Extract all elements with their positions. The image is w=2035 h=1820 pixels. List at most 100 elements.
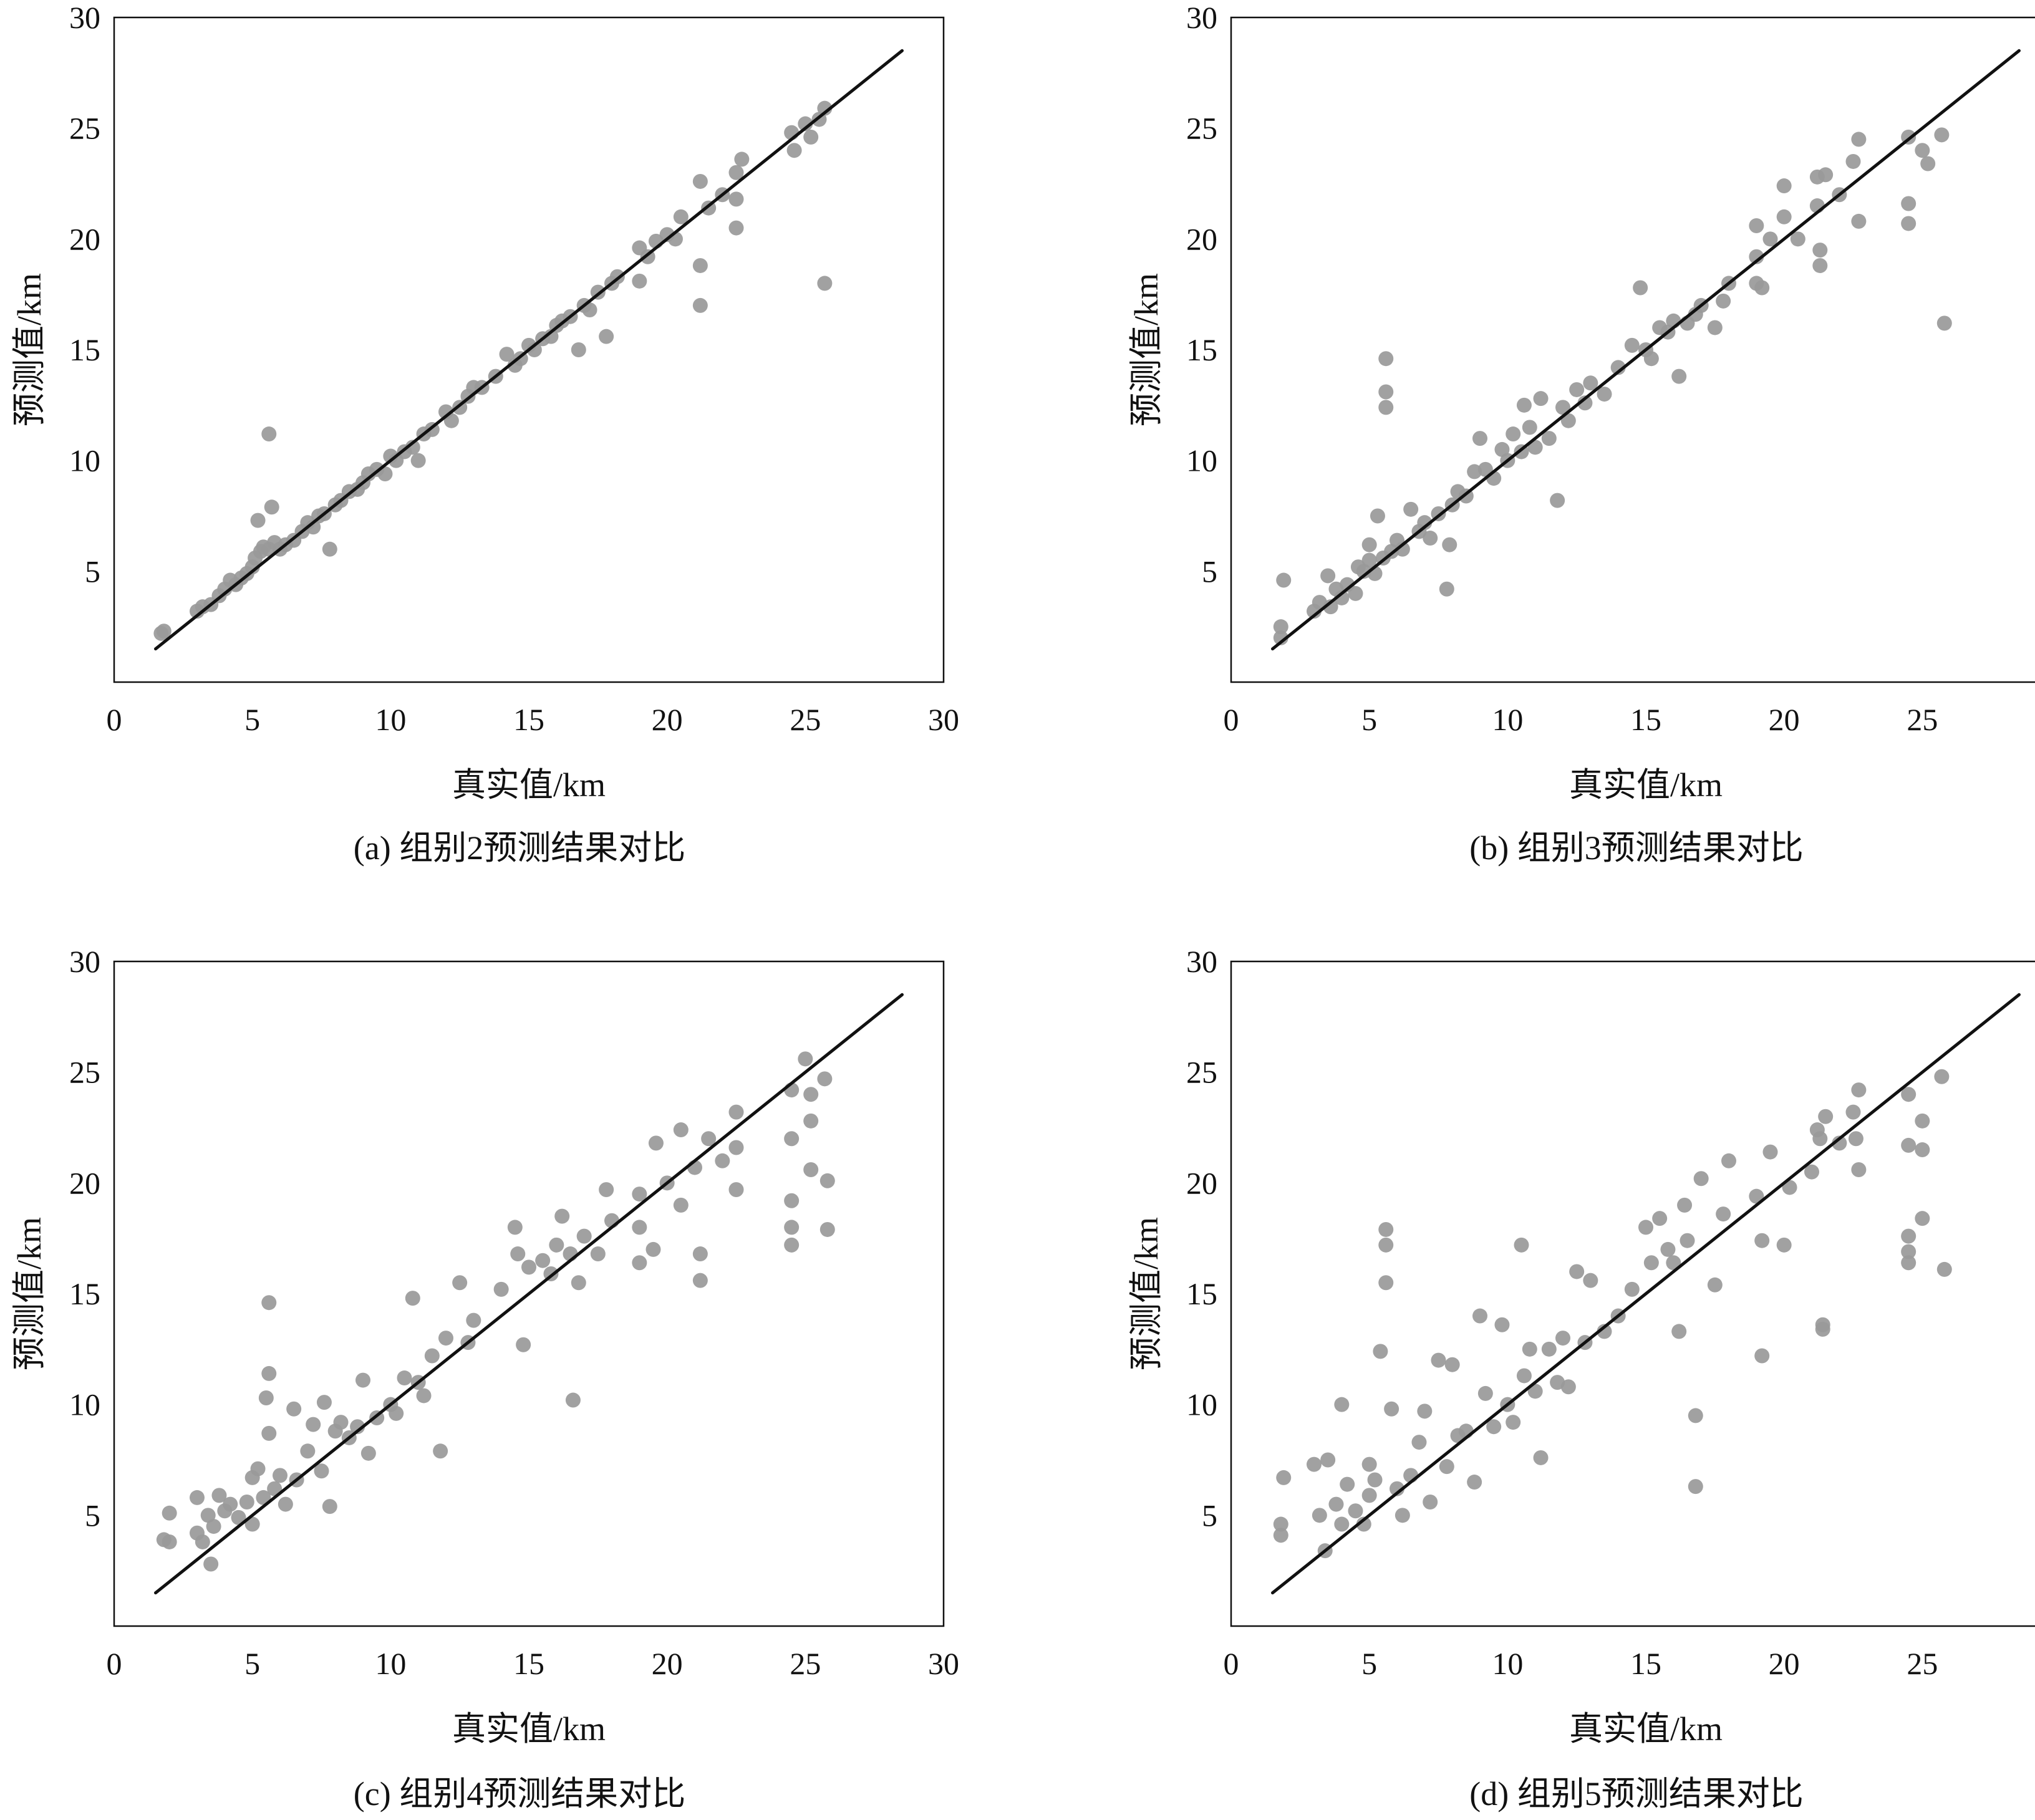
data-point [256,1490,271,1505]
x-tick-label: 10 [1492,702,1523,737]
plot-frame [113,960,945,1627]
x-axis-label: 真实值/km [1569,1710,1723,1748]
data-point [322,541,337,557]
data-point [1273,1516,1288,1532]
data-point [1901,1244,1917,1259]
data-point [1323,599,1338,615]
data-point [1516,397,1532,413]
data-point [549,1237,564,1253]
data-point [410,453,426,468]
data-point [1749,218,1764,234]
data-point [692,173,708,189]
data-point [1378,400,1394,415]
y-tick-label: 30 [69,0,100,35]
y-tick-label: 5 [1202,554,1217,589]
data-point [278,1496,293,1512]
data-point [728,191,744,207]
data-point [1541,1341,1557,1357]
data-point [590,1246,606,1262]
data-point [1666,1255,1681,1271]
data-point [493,1281,509,1297]
y-tick-label: 20 [1186,1165,1217,1200]
data-point [1533,391,1549,407]
data-point [1514,1237,1529,1253]
data-point [261,1295,277,1311]
data-point [1467,1475,1482,1490]
data-point [1901,216,1917,231]
data-point [1560,1379,1576,1395]
data-point [452,1275,468,1291]
y-tick-label: 20 [69,221,100,256]
data-point [316,1395,332,1410]
data-point [350,1419,365,1435]
data-point [803,1113,819,1129]
data-point [1716,293,1731,309]
y-tick-label: 30 [69,944,100,979]
reference-line [1271,49,2021,651]
y-tick-label: 5 [85,1498,100,1533]
data-point [1851,1162,1867,1178]
data-point [1915,1142,1930,1158]
y-tick-label: 5 [1202,1498,1217,1533]
x-tick-label: 25 [790,702,821,737]
data-point [1762,1144,1778,1160]
data-point [360,1445,376,1461]
data-point [599,1182,614,1197]
data-point [1804,1164,1819,1180]
data-point [1378,351,1394,367]
data-point [1901,196,1917,211]
data-point [1334,590,1350,605]
data-point [526,342,542,357]
data-point [784,1237,800,1253]
data-point [1754,280,1770,296]
panel-caption: (d) 组别5预测结果对比 [1469,1775,1803,1813]
y-tick-label: 25 [69,111,100,146]
y-tick-label: 25 [1186,1055,1217,1090]
x-tick-label: 25 [1907,702,1938,737]
data-point [673,209,689,224]
data-point [1560,413,1576,428]
data-point [673,1197,689,1213]
data-point [314,1463,329,1479]
data-point [507,1220,523,1235]
data-point [355,1372,370,1388]
data-point [1486,1419,1502,1435]
x-tick-label: 20 [1769,1646,1800,1681]
data-point [1506,1415,1521,1430]
data-point [1334,1516,1350,1532]
y-tick-label: 20 [69,1165,100,1200]
data-point [632,1255,647,1271]
data-point [1411,1435,1427,1450]
data-point [1403,501,1419,517]
data-point [1550,493,1565,508]
data-point [803,1162,819,1178]
data-point [424,1348,440,1364]
data-point [535,1253,551,1268]
data-point [599,329,614,344]
data-point [1754,1233,1770,1248]
data-point [1818,167,1834,183]
data-point [258,1390,274,1406]
y-tick-label: 30 [1186,0,1217,35]
y-axis-label: 预测值/km [1128,273,1165,426]
data-point [156,624,172,639]
data-point [1273,630,1288,645]
data-point [1901,1228,1917,1244]
x-tick-label: 5 [244,1646,260,1681]
data-point [1340,1476,1355,1492]
x-tick-label: 20 [652,1646,683,1681]
data-point [211,1488,227,1503]
data-point [438,1331,453,1346]
x-axis-label: 真实值/km [452,766,606,804]
data-point [1522,1341,1537,1357]
x-tick-label: 0 [1224,702,1239,737]
data-point [1707,320,1723,335]
data-point [1334,1397,1350,1412]
x-tick-label: 20 [1769,702,1800,737]
data-point [728,220,744,236]
data-point [1936,1261,1952,1277]
data-point [1749,1188,1764,1204]
data-point [803,129,819,145]
y-tick-label: 15 [69,1276,100,1311]
data-point [817,100,833,116]
